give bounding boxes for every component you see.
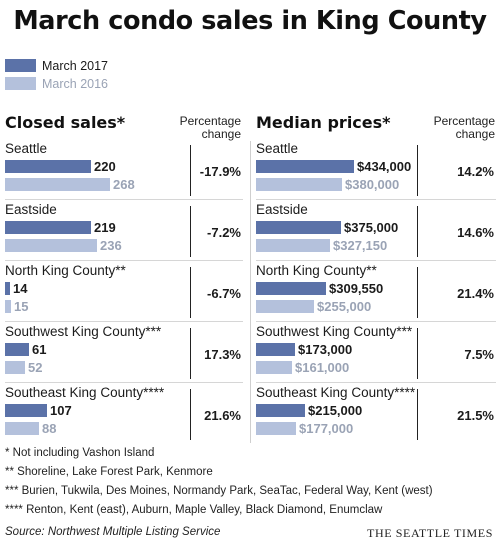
- closed-sales-bar-2017: [5, 221, 91, 234]
- closed-sales-bar-2016: [5, 300, 11, 313]
- legend-swatch-2016: [5, 77, 36, 90]
- closed-sales-bar-2016: [5, 422, 39, 435]
- pct-header-line2: change: [455, 127, 495, 141]
- region-label: Eastside: [256, 202, 308, 217]
- pct-separator: [417, 328, 418, 379]
- legend-swatch-2017: [5, 59, 36, 72]
- brand-logo: THE SEATTLE TIMES: [367, 526, 493, 540]
- row-divider: [5, 260, 243, 261]
- percentage-change: 17.3%: [204, 347, 241, 362]
- median-prices-bar-2017: [256, 343, 295, 356]
- row-divider: [5, 382, 243, 383]
- legend-label-2017: March 2017: [42, 59, 109, 73]
- pct-separator: [190, 389, 191, 440]
- median-prices-value-2016: $380,000: [345, 177, 400, 192]
- closed-sales-bar-2017: [5, 282, 10, 295]
- median-prices-value-2016: $327,150: [333, 238, 388, 253]
- median-prices-bar-2016: [256, 239, 330, 252]
- region-label: Southeast King County****: [5, 385, 165, 400]
- pct-separator: [190, 267, 191, 318]
- row-divider: [256, 199, 496, 200]
- median-prices-bar-2016: [256, 300, 314, 313]
- row-divider: [256, 260, 496, 261]
- region-label: Southwest King County***: [5, 324, 162, 339]
- percentage-change: -17.9%: [199, 164, 241, 179]
- closed-sales-value-2017: 14: [13, 281, 28, 296]
- closed-sales-bar-2017: [5, 343, 29, 356]
- region-label: North King County**: [5, 263, 126, 278]
- closed-sales-bar-2016: [5, 178, 110, 191]
- median-prices-pct-header: Percentage change: [413, 115, 495, 141]
- median-prices-value-2016: $255,000: [317, 299, 372, 314]
- region-label: Seattle: [256, 141, 299, 156]
- pct-separator: [190, 206, 191, 257]
- footnote: *** Burien, Tukwila, Des Moines, Normand…: [5, 485, 433, 497]
- median-prices-bar-2016: [256, 361, 292, 374]
- median-prices-value-2017: $309,550: [329, 281, 384, 296]
- closed-sales-value-2017: 61: [32, 342, 47, 357]
- closed-sales-value-2017: 220: [94, 159, 116, 174]
- median-prices-value-2017: $375,000: [344, 220, 399, 235]
- row-divider: [256, 321, 496, 322]
- row-divider: [5, 321, 243, 322]
- median-prices-header: Median prices*: [256, 113, 391, 132]
- closed-sales-bar-2017: [5, 160, 91, 173]
- closed-sales-value-2016: 15: [14, 299, 29, 314]
- percentage-change: -6.7%: [207, 286, 241, 301]
- median-prices-bar-2016: [256, 422, 296, 435]
- region-label: North King County**: [256, 263, 377, 278]
- percentage-change: 14.6%: [457, 225, 494, 240]
- panel-divider: [250, 141, 251, 443]
- footnote: ** Shoreline, Lake Forest Park, Kenmore: [5, 466, 213, 478]
- pct-separator: [417, 145, 418, 196]
- median-prices-value-2016: $161,000: [295, 360, 350, 375]
- region-label: Southeast King County****: [256, 385, 416, 400]
- closed-sales-bar-2016: [5, 239, 97, 252]
- percentage-change: -7.2%: [207, 225, 241, 240]
- pct-separator: [417, 389, 418, 440]
- closed-sales-header: Closed sales*: [5, 113, 126, 132]
- closed-sales-value-2016: 88: [42, 421, 57, 436]
- median-prices-value-2017: $434,000: [357, 159, 412, 174]
- region-label: Eastside: [5, 202, 57, 217]
- closed-sales-value-2017: 107: [50, 403, 72, 418]
- percentage-change: 21.6%: [204, 408, 241, 423]
- median-prices-bar-2017: [256, 282, 326, 295]
- pct-header-line2: change: [201, 127, 241, 141]
- closed-sales-value-2016: 236: [100, 238, 122, 253]
- percentage-change: 21.5%: [457, 408, 494, 423]
- median-prices-bar-2017: [256, 160, 354, 173]
- percentage-change: 21.4%: [457, 286, 494, 301]
- chart-title: March condo sales in King County: [13, 6, 487, 36]
- percentage-change: 7.5%: [464, 347, 494, 362]
- footnote: * Not including Vashon Island: [5, 447, 155, 459]
- closed-sales-value-2017: 219: [94, 220, 116, 235]
- pct-separator: [417, 267, 418, 318]
- closed-sales-pct-header: Percentage change: [160, 115, 241, 141]
- median-prices-value-2017: $173,000: [298, 342, 353, 357]
- region-label: Seattle: [5, 141, 48, 156]
- row-divider: [256, 382, 496, 383]
- closed-sales-bar-2017: [5, 404, 47, 417]
- region-label: Southwest King County***: [256, 324, 413, 339]
- pct-header-line1: Percentage: [433, 114, 495, 128]
- pct-separator: [190, 328, 191, 379]
- pct-header-line1: Percentage: [179, 114, 241, 128]
- median-prices-bar-2016: [256, 178, 342, 191]
- median-prices-bar-2017: [256, 221, 341, 234]
- median-prices-value-2016: $177,000: [299, 421, 354, 436]
- footnote: **** Renton, Kent (east), Auburn, Maple …: [5, 504, 383, 516]
- row-divider: [5, 199, 243, 200]
- pct-separator: [417, 206, 418, 257]
- closed-sales-bar-2016: [5, 361, 25, 374]
- source-note: Source: Northwest Multiple Listing Servi…: [5, 526, 221, 538]
- percentage-change: 14.2%: [457, 164, 494, 179]
- closed-sales-value-2016: 268: [113, 177, 135, 192]
- legend-label-2016: March 2016: [42, 77, 109, 91]
- median-prices-value-2017: $215,000: [308, 403, 363, 418]
- pct-separator: [190, 145, 191, 196]
- median-prices-bar-2017: [256, 404, 305, 417]
- closed-sales-value-2016: 52: [28, 360, 43, 375]
